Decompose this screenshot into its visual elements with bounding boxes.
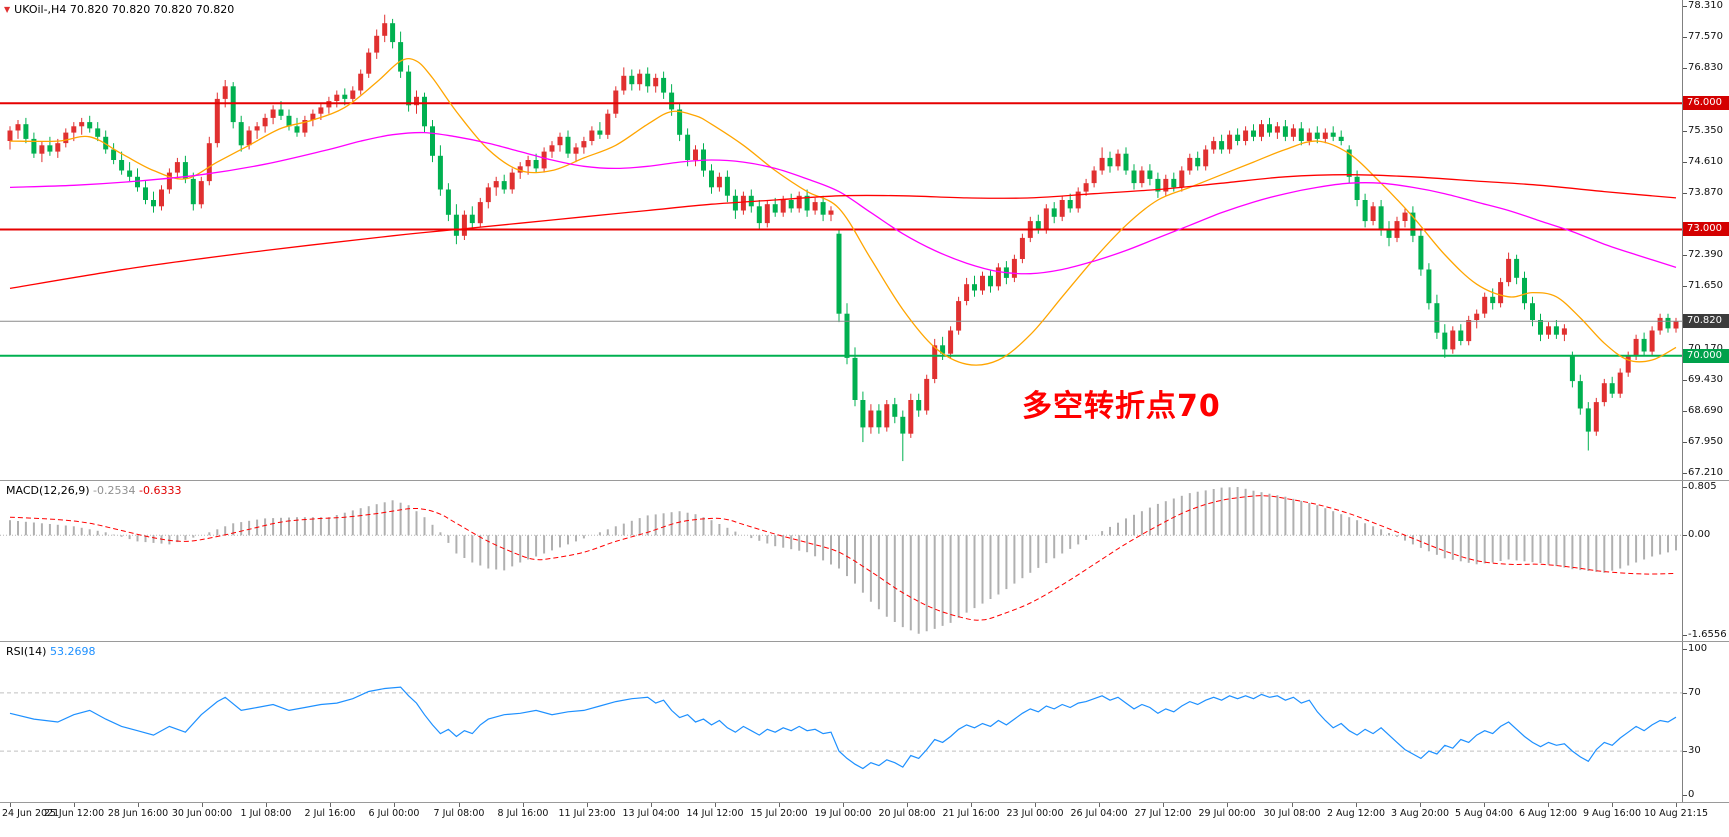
rsi-indicator-label: RSI(14) 53.2698 (6, 645, 95, 658)
macd-name: MACD(12,26,9) (6, 484, 90, 497)
price-tick-label: 68.690 (1688, 405, 1723, 416)
time-label: 6 Jul 00:00 (368, 808, 420, 819)
price-tick-label: 73.870 (1688, 187, 1723, 198)
price-tick-label: 75.350 (1688, 125, 1723, 136)
annotation-text: 多空转折点70 (1022, 389, 1221, 424)
macd-signal-line (9, 495, 1677, 621)
price-axis[interactable]: 78.310 77.570 76.830 75.350 74.610 73.870 72.3… (1682, 0, 1729, 480)
time-label: 28 Jun 16:00 (107, 808, 169, 819)
time-label: 19 Jul 00:00 (814, 808, 872, 819)
macd-axis[interactable]: 0.805 0.00 -1.6556 (1682, 481, 1729, 641)
time-label: 2 Jul 16:00 (304, 808, 356, 819)
time-axis[interactable]: 24 Jun 2021 25 Jun 12:00 28 Jun 16:00 30 Ju… (0, 803, 1729, 837)
macd-signal-value: -0.6333 (139, 484, 182, 497)
price-tick-label: 76.830 (1688, 62, 1723, 73)
panel-separator[interactable] (0, 641, 1729, 642)
panel-separator[interactable] (0, 480, 1729, 481)
time-label: 7 Jul 08:00 (433, 808, 485, 819)
time-label: 15 Jul 20:00 (750, 808, 808, 819)
symbol-ohlc-text: UKOil-,H4 70.820 70.820 70.820 70.820 (14, 3, 235, 16)
time-label: 21 Jul 16:00 (942, 808, 1000, 819)
price-tick-label: 71.650 (1688, 280, 1723, 291)
price-level-badge: 76.000 (1683, 96, 1729, 110)
macd-indicator-label: MACD(12,26,9) -0.2534 -0.6333 (6, 484, 181, 497)
panel-separator (0, 802, 1729, 803)
candlestick-series (7, 14, 1679, 462)
time-label: 6 Aug 12:00 (1518, 808, 1577, 819)
price-chart-canvas[interactable] (0, 0, 1682, 480)
time-label: 9 Aug 16:00 (1582, 808, 1641, 819)
time-label: 26 Jul 04:00 (1070, 808, 1128, 819)
macd-tick-label: -1.6556 (1688, 629, 1727, 640)
time-label: 10 Aug 21:15 (1644, 808, 1709, 819)
rsi-name: RSI(14) (6, 645, 47, 658)
time-label: 8 Jul 16:00 (497, 808, 549, 819)
time-label: 30 Jul 08:00 (1263, 808, 1321, 819)
price-tick-label: 78.310 (1688, 0, 1723, 11)
rsi-chart-canvas[interactable] (0, 642, 1682, 802)
price-tick-label: 72.390 (1688, 249, 1723, 260)
price-level-badge: 70.000 (1683, 349, 1729, 363)
rsi-tick-label: 100 (1688, 643, 1708, 654)
price-tick-label: 69.430 (1688, 374, 1723, 385)
price-tick-label: 70.170 (1688, 343, 1723, 355)
time-label: 27 Jul 12:00 (1134, 808, 1192, 819)
time-label: 1 Jul 08:00 (240, 808, 292, 819)
price-tick-label: 74.610 (1688, 156, 1723, 167)
macd-tick-label: 0.00 (1688, 529, 1711, 540)
support-resistance-lines (0, 102, 1682, 357)
time-label: 5 Aug 04:00 (1454, 808, 1513, 819)
time-label: 23 Jul 00:00 (1006, 808, 1064, 819)
ma-slow-line (9, 174, 1677, 290)
rsi-value: 53.2698 (49, 645, 96, 658)
current-price-badge: 70.820 (1683, 314, 1729, 328)
macd-histogram (9, 487, 1677, 634)
time-label: 2 Aug 12:00 (1326, 808, 1385, 819)
rsi-axis[interactable]: 100 70 30 0 (1682, 642, 1729, 802)
macd-tick-label: 0.805 (1688, 481, 1717, 492)
time-label: 3 Aug 20:00 (1390, 808, 1449, 819)
symbol-info: ▼ UKOil-,H4 70.820 70.820 70.820 70.820 (4, 3, 234, 16)
rsi-tick-label: 0 (1688, 789, 1695, 800)
rsi-line (9, 686, 1677, 770)
price-tick-label: 67.210 (1688, 467, 1723, 478)
time-label: 14 Jul 12:00 (686, 808, 744, 819)
time-label: 13 Jul 04:00 (622, 808, 680, 819)
price-level-badge: 73.000 (1683, 222, 1729, 236)
time-label: 25 Jun 12:00 (43, 808, 105, 819)
macd-chart-canvas[interactable] (0, 481, 1682, 641)
time-label: 24 Jun 2021 (2, 808, 60, 819)
price-tick-label: 67.950 (1688, 436, 1723, 447)
time-label: 11 Jul 23:00 (558, 808, 616, 819)
rsi-tick-label: 70 (1688, 687, 1701, 698)
rsi-tick-label: 30 (1688, 745, 1701, 756)
rsi-level-lines (0, 692, 1682, 752)
macd-main-value: -0.2534 (93, 484, 136, 497)
time-label: 30 Jun 00:00 (171, 808, 233, 819)
tick-down-icon: ▼ (4, 5, 11, 14)
ma-medium-line (9, 131, 1677, 275)
time-label: 20 Jul 08:00 (878, 808, 936, 819)
time-label: 29 Jul 00:00 (1198, 808, 1256, 819)
price-tick-label: 77.570 (1688, 31, 1723, 42)
ma-fast-line (9, 58, 1677, 366)
